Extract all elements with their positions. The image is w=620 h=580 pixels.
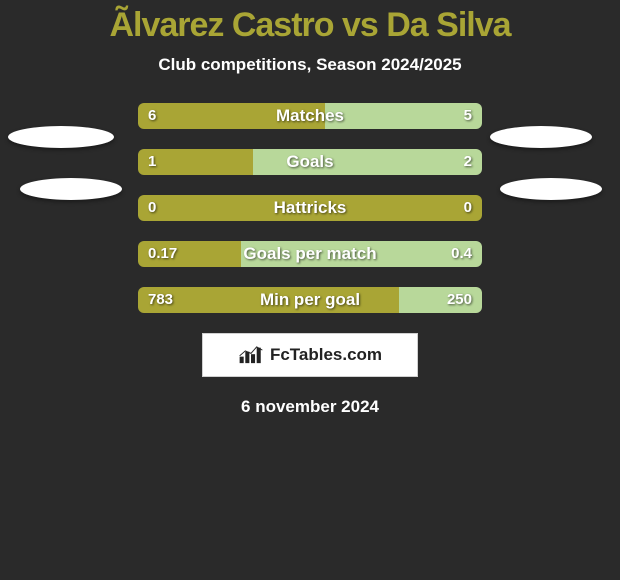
bar-left (138, 287, 399, 313)
stat-row: Min per goal783250 (0, 287, 620, 313)
bar-left (138, 149, 253, 175)
bar-right (253, 149, 482, 175)
source-badge: FcTables.com (202, 333, 418, 377)
stat-row: Hattricks00 (0, 195, 620, 221)
bar-right (325, 103, 482, 129)
bar-track (138, 287, 482, 313)
bar-left (138, 103, 325, 129)
bar-left (138, 195, 482, 221)
bar-left (138, 241, 241, 267)
bar-track (138, 103, 482, 129)
stat-row: Matches65 (0, 103, 620, 129)
stat-row: Goals per match0.170.4 (0, 241, 620, 267)
bar-track (138, 195, 482, 221)
subtitle: Club competitions, Season 2024/2025 (0, 55, 620, 75)
comparison-chart: Matches65 Goals12 Hattricks00 Goals per mat… (0, 103, 620, 313)
bar-chart-icon (238, 345, 264, 365)
source-badge-text: FcTables.com (270, 345, 382, 365)
page-title: Ãlvarez Castro vs Da Silva (0, 0, 620, 45)
stat-row: Goals12 (0, 149, 620, 175)
bar-track (138, 241, 482, 267)
bar-track (138, 149, 482, 175)
date-text: 6 november 2024 (0, 397, 620, 417)
bar-right (241, 241, 482, 267)
bar-right (399, 287, 482, 313)
